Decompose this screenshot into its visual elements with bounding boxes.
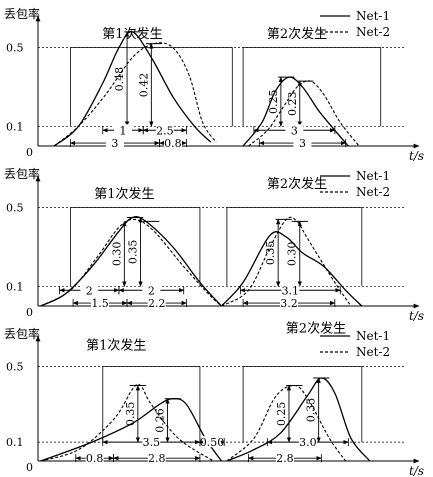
duration-label: 2 (86, 284, 93, 297)
event-label-2: 第2次发生 (286, 321, 346, 337)
duration-label: 2 (148, 284, 155, 297)
duration-label-bg (203, 436, 222, 448)
x-axis-label: t/s (409, 464, 424, 477)
series-line-net-2 (40, 218, 222, 307)
panel-3: 丢包率 t/s 00.1 0.5 0.35 0.26 0.25 0.35 3.5 0.50 0.8 2… (4, 321, 424, 477)
duration-label-bg (147, 452, 166, 464)
x-axis-label: t/s (409, 149, 424, 163)
y-axis-label: 丢包率 (4, 326, 40, 341)
value-label: 0.35 (264, 241, 277, 266)
x-axis-label: t/s (409, 309, 424, 323)
duration-label-bg (147, 297, 166, 309)
legend-label-net-2: Net-2 (356, 25, 390, 39)
event-window (226, 207, 363, 287)
legend-label-net-1: Net-1 (356, 329, 390, 343)
duration-label: 0.8 (164, 137, 182, 150)
y-tick-label: 0.1 (6, 280, 24, 293)
duration-label: 1.5 (91, 297, 109, 310)
y-axis-label: 丢包率 (4, 166, 40, 181)
series-line-net-1 (53, 31, 212, 147)
duration-label-bg (279, 297, 298, 309)
event-label-1: 第1次发生 (86, 338, 146, 354)
value-label: 0.25 (267, 89, 280, 114)
duration-label-bg (285, 124, 304, 136)
event-window (242, 366, 363, 443)
duration-label: 1 (120, 124, 127, 137)
event-window (69, 207, 201, 287)
series-line-net-2 (53, 42, 217, 147)
value-label: 0.35 (305, 398, 318, 423)
event-label-1: 第1次发生 (94, 186, 154, 202)
duration-label: 2.5 (156, 124, 174, 137)
origin-label: 0 (26, 306, 33, 319)
duration-label: 2.2 (148, 297, 166, 310)
value-label: 0.30 (110, 242, 123, 267)
duration-label: 3 (291, 124, 298, 137)
duration-label: 3.0 (299, 436, 317, 449)
value-label: 0.25 (275, 402, 288, 427)
duration-label: 2.8 (276, 452, 294, 465)
duration-label: 2.8 (148, 452, 166, 465)
series-line-net-1 (221, 231, 363, 307)
duration-label-bg (114, 124, 133, 136)
origin-label: 0 (26, 146, 33, 159)
y-tick-label: 0.1 (6, 436, 24, 449)
duration-label-bg (105, 137, 124, 149)
origin-label: 0 (26, 461, 33, 474)
duration-label-bg (85, 452, 104, 464)
event-window (102, 366, 201, 443)
duration-label-bg (155, 124, 174, 136)
duration-label-bg (80, 284, 99, 296)
legend-label-net-1: Net-1 (356, 169, 390, 183)
value-label: 0.23 (286, 91, 299, 116)
duration-label-bg (281, 284, 300, 296)
value-label: 0.35 (127, 240, 140, 264)
value-label: 0.30 (286, 242, 299, 267)
duration-label-bg (91, 297, 110, 309)
duration-label-bg (163, 137, 182, 149)
duration-label: 3.1 (282, 284, 300, 297)
duration-label: 3.5 (143, 436, 161, 449)
duration-label: 3.2 (280, 297, 298, 310)
legend-label-net-1: Net-1 (356, 9, 390, 23)
duration-label: 3 (111, 137, 118, 150)
event-label-1: 第1次发生 (102, 26, 162, 42)
duration-label-bg (142, 436, 161, 448)
legend-label-net-2: Net-2 (356, 345, 390, 359)
legend-label-net-2: Net-2 (356, 185, 390, 199)
value-label: 0.42 (137, 73, 150, 98)
duration-label-bg (275, 452, 294, 464)
duration-label-bg (298, 436, 317, 448)
value-label: 0.35 (124, 402, 137, 427)
event-window (242, 47, 382, 127)
duration-label-bg (293, 137, 312, 149)
series-line-net-2 (221, 216, 352, 307)
series-line-net-1 (226, 377, 371, 462)
duration-label-bg (142, 284, 161, 296)
duration-label: 0.8 (86, 452, 104, 465)
duration-label: 0.50 (200, 436, 225, 449)
y-tick-label: 0.5 (6, 202, 24, 215)
event-label-2: 第2次发生 (267, 26, 327, 42)
value-label: 0.48 (113, 67, 126, 92)
y-tick-label: 0.1 (6, 120, 24, 133)
value-label: 0.26 (154, 408, 167, 433)
event-label-2: 第2次发生 (267, 176, 327, 192)
y-tick-label: 0.5 (6, 42, 24, 55)
duration-label: 3 (299, 137, 306, 150)
y-tick-label: 0.5 (6, 361, 24, 374)
y-axis-label: 丢包率 (4, 6, 40, 21)
